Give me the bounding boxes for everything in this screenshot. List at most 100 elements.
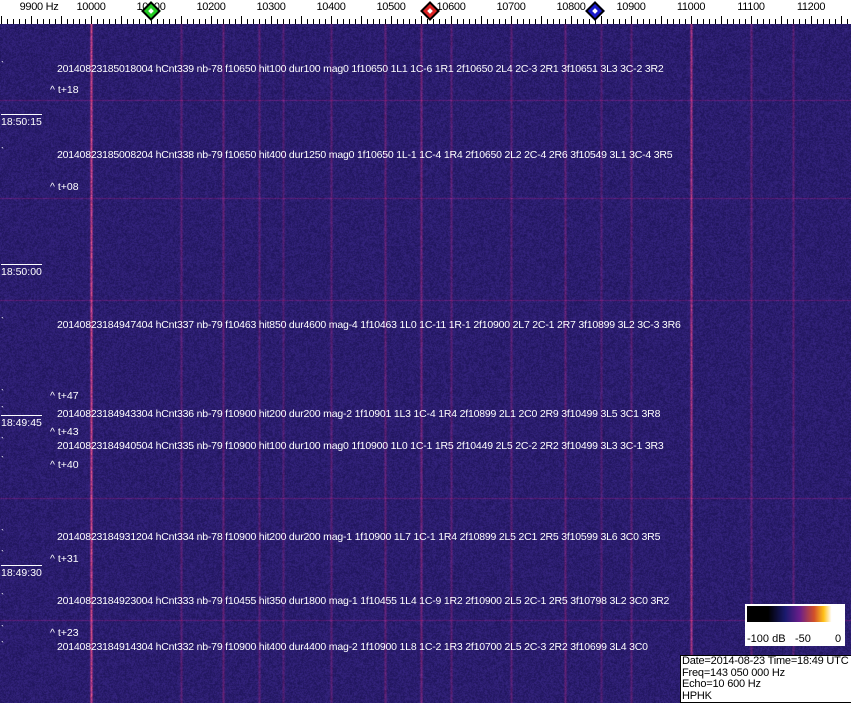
axis-tick <box>457 19 458 24</box>
axis-label: 11100 <box>737 1 764 13</box>
axis-label: 11000 <box>677 1 705 13</box>
axis-tick <box>499 19 500 24</box>
axis-tick <box>85 19 86 24</box>
axis-tick <box>655 19 656 24</box>
axis-tick <box>607 19 608 24</box>
info-date-time: Date=2014-08-23 Time=18:49 UTC <box>682 656 851 668</box>
axis-tick <box>751 16 752 24</box>
event-log-line: 20140823184923004 hCnt333 nb-79 f10455 h… <box>57 595 669 607</box>
event-log-line: 20140823184940504 hCnt335 nb-79 f10900 h… <box>57 440 664 452</box>
colorbar: -100 dB -50 0 <box>745 604 845 646</box>
axis-tick <box>211 16 212 24</box>
axis-tick <box>367 19 368 24</box>
time-offset-label: ^ t+23 <box>50 627 79 639</box>
colorbar-label-max: 0 <box>835 633 841 645</box>
axis-tick <box>733 19 734 24</box>
axis-tick <box>847 19 848 24</box>
axis-tick <box>409 19 410 24</box>
axis-tick <box>535 19 536 24</box>
row-mark: ` <box>1 455 4 465</box>
axis-tick <box>67 19 68 24</box>
axis-label: 10300 <box>256 1 285 13</box>
time-offset-label: ^ t+43 <box>50 426 79 438</box>
axis-tick <box>145 19 146 24</box>
axis-tick <box>481 16 482 24</box>
axis-tick <box>829 19 830 24</box>
axis-tick <box>193 19 194 24</box>
time-label: 18:50:15 <box>1 114 42 128</box>
time-offset-label: ^ t+31 <box>50 553 79 565</box>
axis-tick <box>505 19 506 24</box>
axis-label: 10700 <box>496 1 525 13</box>
colorbar-label-mid: -50 <box>795 633 811 645</box>
axis-tick <box>757 19 758 24</box>
axis-tick <box>745 19 746 24</box>
axis-tick <box>79 19 80 24</box>
row-mark: ` <box>1 60 4 70</box>
axis-tick <box>139 19 140 24</box>
axis-tick <box>619 19 620 24</box>
axis-tick <box>469 19 470 24</box>
axis-tick <box>253 19 254 24</box>
axis-tick <box>109 19 110 24</box>
axis-tick <box>637 19 638 24</box>
axis-tick <box>553 19 554 24</box>
axis-tick <box>541 16 542 24</box>
axis-tick <box>229 19 230 24</box>
axis-tick <box>793 19 794 24</box>
axis-tick <box>355 19 356 24</box>
axis-tick <box>817 19 818 24</box>
row-mark: ` <box>1 388 4 398</box>
axis-label: 10900 <box>616 1 645 13</box>
axis-tick <box>97 19 98 24</box>
axis-tick <box>319 19 320 24</box>
axis-tick <box>841 16 842 24</box>
axis-tick <box>673 19 674 24</box>
event-log-line: 20140823185018004 hCnt339 nb-78 f10650 h… <box>57 63 664 75</box>
row-mark: ` <box>1 405 4 415</box>
axis-tick <box>403 19 404 24</box>
event-log-line: 20140823185008204 hCnt338 nb-79 f10650 h… <box>57 149 672 161</box>
time-label: 18:50:00 <box>1 264 42 278</box>
axis-tick <box>361 16 362 24</box>
axis-tick <box>493 19 494 24</box>
axis-tick <box>169 19 170 24</box>
axis-tick <box>37 19 38 24</box>
axis-tick <box>205 19 206 24</box>
axis-tick <box>277 19 278 24</box>
axis-tick <box>307 19 308 24</box>
axis-tick <box>187 19 188 24</box>
axis-tick <box>685 19 686 24</box>
axis-tick <box>175 19 176 24</box>
axis-tick <box>679 19 680 24</box>
axis-tick <box>217 19 218 24</box>
axis-tick <box>199 19 200 24</box>
info-box: Date=2014-08-23 Time=18:49 UTC Freq=143 … <box>680 655 851 703</box>
axis-tick <box>421 16 422 24</box>
axis-tick <box>241 16 242 24</box>
axis-tick <box>703 19 704 24</box>
axis-label: 10600 <box>436 1 465 13</box>
axis-tick <box>445 19 446 24</box>
axis-tick <box>181 16 182 24</box>
axis-tick <box>271 16 272 24</box>
event-log-line: 20140823184914304 hCnt332 nb-79 f10900 h… <box>57 641 648 653</box>
axis-tick <box>379 19 380 24</box>
axis-tick <box>7 19 8 24</box>
event-log-line: 20140823184947404 hCnt337 nb-79 f10463 h… <box>57 319 681 331</box>
axis-tick <box>487 19 488 24</box>
time-offset-label: ^ t+18 <box>50 84 79 96</box>
axis-tick <box>613 19 614 24</box>
event-log-line: 20140823184931204 hCnt334 nb-78 f10900 h… <box>57 531 660 543</box>
axis-tick <box>115 19 116 24</box>
axis-tick <box>127 19 128 24</box>
colorbar-label-min: -100 dB <box>747 633 786 645</box>
axis-tick <box>439 19 440 24</box>
axis-unit-label: 9900 Hz <box>20 1 59 13</box>
axis-tick <box>787 19 788 24</box>
row-mark: ` <box>1 640 4 650</box>
row-mark: ` <box>1 624 4 634</box>
row-mark: ` <box>1 528 4 538</box>
axis-tick <box>19 19 20 24</box>
axis-tick <box>223 19 224 24</box>
